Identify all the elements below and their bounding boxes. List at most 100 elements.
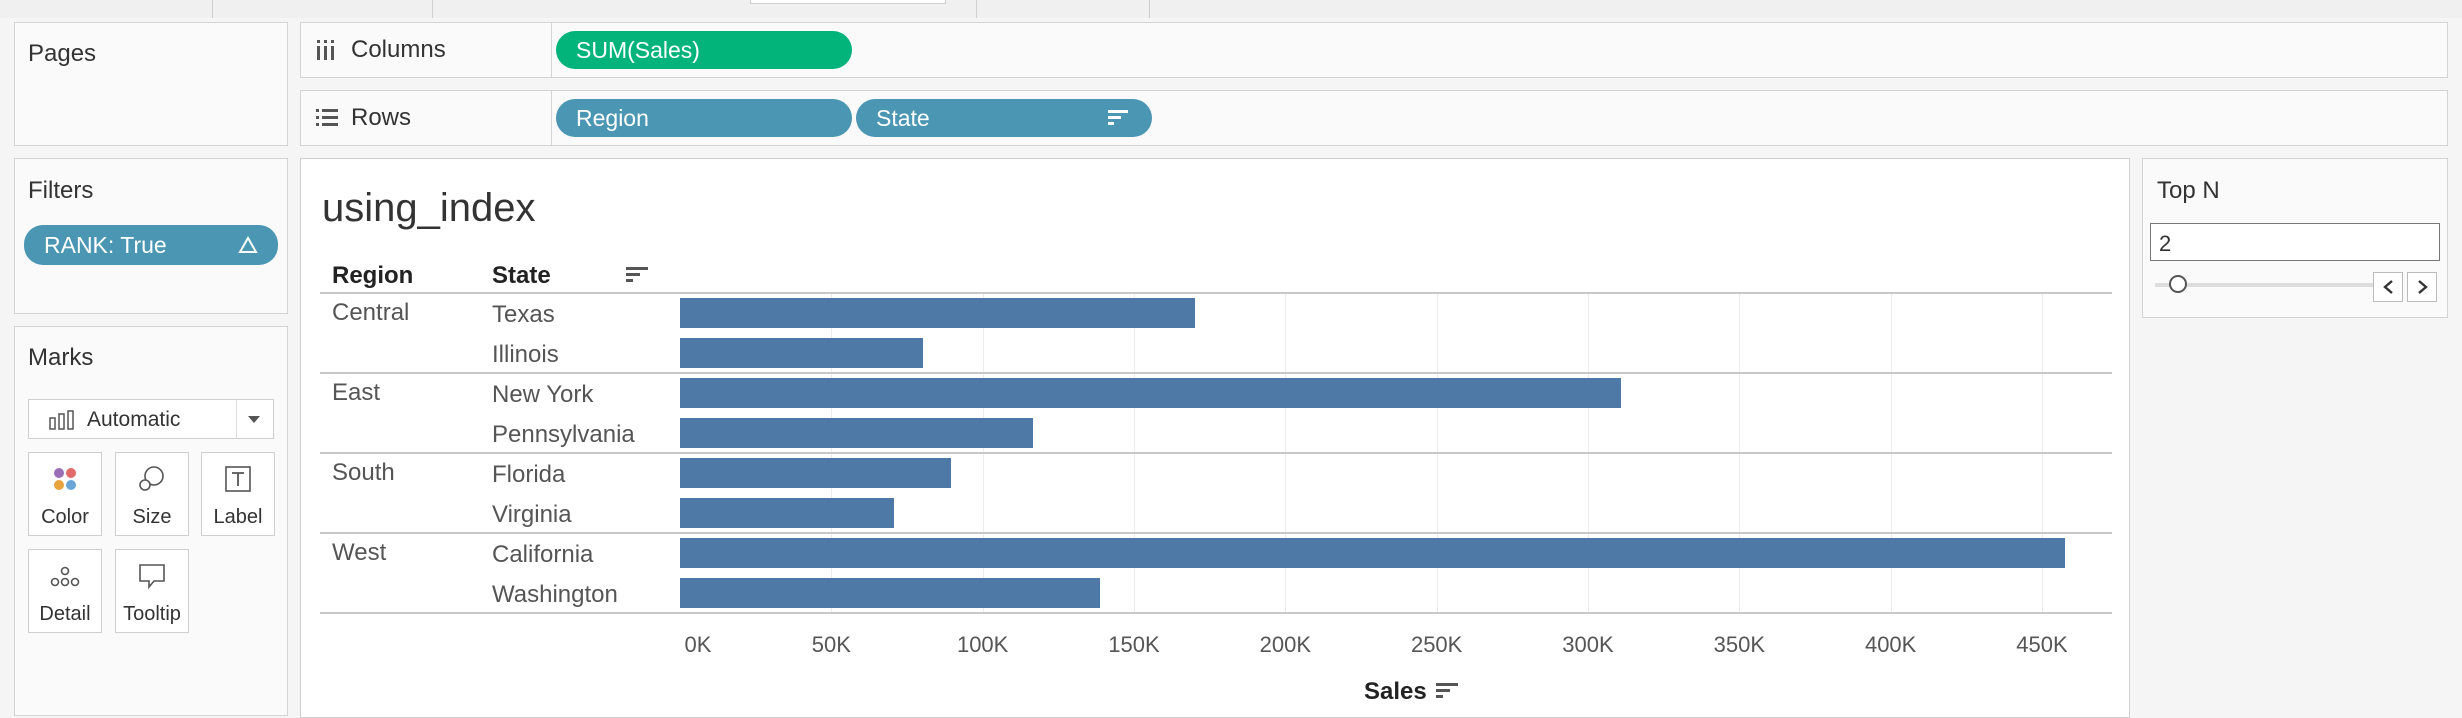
view-canvas[interactable] (300, 158, 2130, 718)
state-label: California (492, 541, 594, 568)
color-button[interactable]: Color (28, 452, 102, 536)
toolbar-divider (976, 0, 977, 18)
bar-mark[interactable] (680, 418, 1033, 448)
size-icon (139, 466, 164, 491)
state-label: Pennsylvania (492, 421, 635, 448)
mark-type-label: Automatic (87, 408, 181, 431)
top-n-slider-thumb[interactable] (2169, 275, 2187, 293)
pages-title: Pages (28, 40, 97, 67)
top-n-slider-track[interactable] (2155, 283, 2379, 287)
detail-button[interactable]: Detail (28, 549, 102, 633)
region-label: West (332, 539, 387, 566)
size-button-label: Size (132, 506, 172, 528)
bar-chart-icon (49, 410, 74, 430)
chevron-right-icon (2418, 280, 2428, 294)
x-tick-label: 100K (956, 632, 1009, 657)
rows-shelf[interactable]: Rows Region State (300, 90, 2448, 146)
label-button-label: Label (213, 506, 263, 528)
columns-icon (317, 40, 334, 60)
region-separator (320, 372, 2112, 374)
bar-mark[interactable] (680, 578, 1100, 608)
bar-mark[interactable] (680, 538, 2066, 568)
header-region: Region (332, 262, 414, 289)
columns-shelf[interactable]: Columns SUM(Sales) (300, 22, 2448, 78)
x-tick-label: 200K (1259, 632, 1312, 657)
x-tick-label: 50K (811, 632, 851, 657)
toolbar-dropdown-edge (750, 0, 946, 4)
speech-bubble-icon (139, 564, 165, 590)
x-tick-label: 450K (2016, 632, 2068, 657)
columns-shelf-label: Columns (301, 23, 552, 77)
top-n-title: Top N (2157, 177, 2220, 204)
rows-pill-region[interactable]: Region (556, 99, 852, 137)
rows-shelf-label: Rows (301, 91, 552, 145)
detail-button-label: Detail (39, 603, 91, 625)
detail-dots-icon (50, 566, 80, 587)
bar-mark[interactable] (680, 458, 951, 488)
x-axis-title: Sales (1364, 678, 1427, 705)
sort-descending-icon[interactable] (626, 266, 648, 284)
x-tick-label: 150K (1108, 632, 1160, 657)
region-separator (320, 612, 2112, 614)
region-label: South (332, 459, 395, 486)
filters-card[interactable]: Filters RANK: True (14, 158, 288, 314)
marks-card[interactable]: Marks Automatic Color Size Label (14, 326, 288, 716)
bar-mark[interactable] (680, 338, 923, 368)
pages-card[interactable]: Pages (14, 22, 288, 146)
bar-mark[interactable] (680, 378, 1621, 408)
header-state: State (492, 262, 551, 289)
top-n-parameter-card[interactable]: Top N 2 (2142, 158, 2448, 318)
toolbar-divider (212, 0, 213, 18)
text-label-icon (225, 466, 251, 492)
state-label: Illinois (492, 341, 559, 368)
top-n-increment-button[interactable] (2407, 272, 2437, 302)
top-n-decrement-button[interactable] (2373, 272, 2403, 302)
state-label: New York (492, 381, 594, 408)
x-tick-label: 400K (1864, 632, 1917, 657)
filter-pill-rank[interactable]: RANK: True (24, 225, 278, 265)
bar-mark[interactable] (680, 498, 894, 528)
region-separator (320, 292, 2112, 294)
tooltip-button[interactable]: Tooltip (115, 549, 189, 633)
toolbar-divider (432, 0, 433, 18)
sheet-title: using_index (322, 186, 536, 230)
region-separator (320, 532, 2112, 534)
x-tick-label: 250K (1410, 632, 1463, 657)
rows-pill-state-label: State (876, 105, 930, 131)
color-dots-icon (54, 468, 76, 490)
chevron-down-icon (248, 416, 260, 423)
rows-label: Rows (351, 104, 412, 131)
state-label: Washington (492, 581, 618, 608)
tooltip-button-label: Tooltip (123, 603, 181, 625)
rows-icon (316, 109, 338, 126)
label-button[interactable]: Label (201, 452, 275, 536)
state-label: Virginia (492, 501, 572, 528)
delta-icon (238, 235, 258, 253)
region-label: Central (332, 299, 410, 326)
toolbar-strip (0, 0, 2462, 18)
color-button-label: Color (41, 506, 89, 528)
x-tick-label: 350K (1713, 632, 1766, 657)
columns-pill-sum-sales[interactable]: SUM(Sales) (556, 31, 852, 69)
bar-mark[interactable] (680, 298, 1196, 328)
state-label: Texas (492, 301, 555, 328)
mark-type-dropdown[interactable]: Automatic (28, 399, 274, 439)
rows-pill-region-label: Region (576, 105, 649, 131)
top-n-value: 2 (2159, 231, 2172, 256)
filters-title: Filters (28, 177, 94, 204)
filter-pill-label: RANK: True (44, 232, 167, 258)
mark-type-arrow[interactable] (236, 400, 273, 438)
region-label: East (332, 379, 381, 406)
columns-pill-label: SUM(Sales) (576, 37, 700, 63)
sort-descending-icon[interactable] (1436, 682, 1458, 700)
region-separator (320, 452, 2112, 454)
state-label: Florida (492, 461, 566, 488)
x-tick-label: 300K (1562, 632, 1614, 657)
sort-descending-icon (1108, 110, 1128, 125)
marks-title: Marks (28, 344, 94, 371)
x-tick-label: 0K (684, 632, 712, 657)
top-n-input[interactable]: 2 (2150, 223, 2440, 261)
columns-label: Columns (351, 36, 446, 63)
size-button[interactable]: Size (115, 452, 189, 536)
rows-pill-state[interactable]: State (856, 99, 1152, 137)
